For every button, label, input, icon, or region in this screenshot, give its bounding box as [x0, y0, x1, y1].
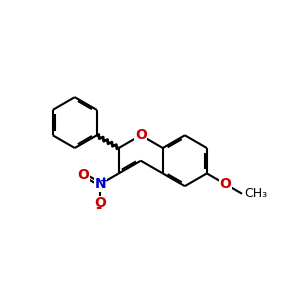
Text: O: O	[220, 177, 232, 191]
Text: O: O	[78, 168, 89, 182]
Text: N: N	[94, 177, 106, 191]
Text: +: +	[100, 176, 108, 186]
Text: -: -	[95, 200, 102, 215]
Text: CH₃: CH₃	[244, 187, 267, 200]
Text: O: O	[135, 128, 147, 142]
Text: O: O	[94, 196, 106, 210]
